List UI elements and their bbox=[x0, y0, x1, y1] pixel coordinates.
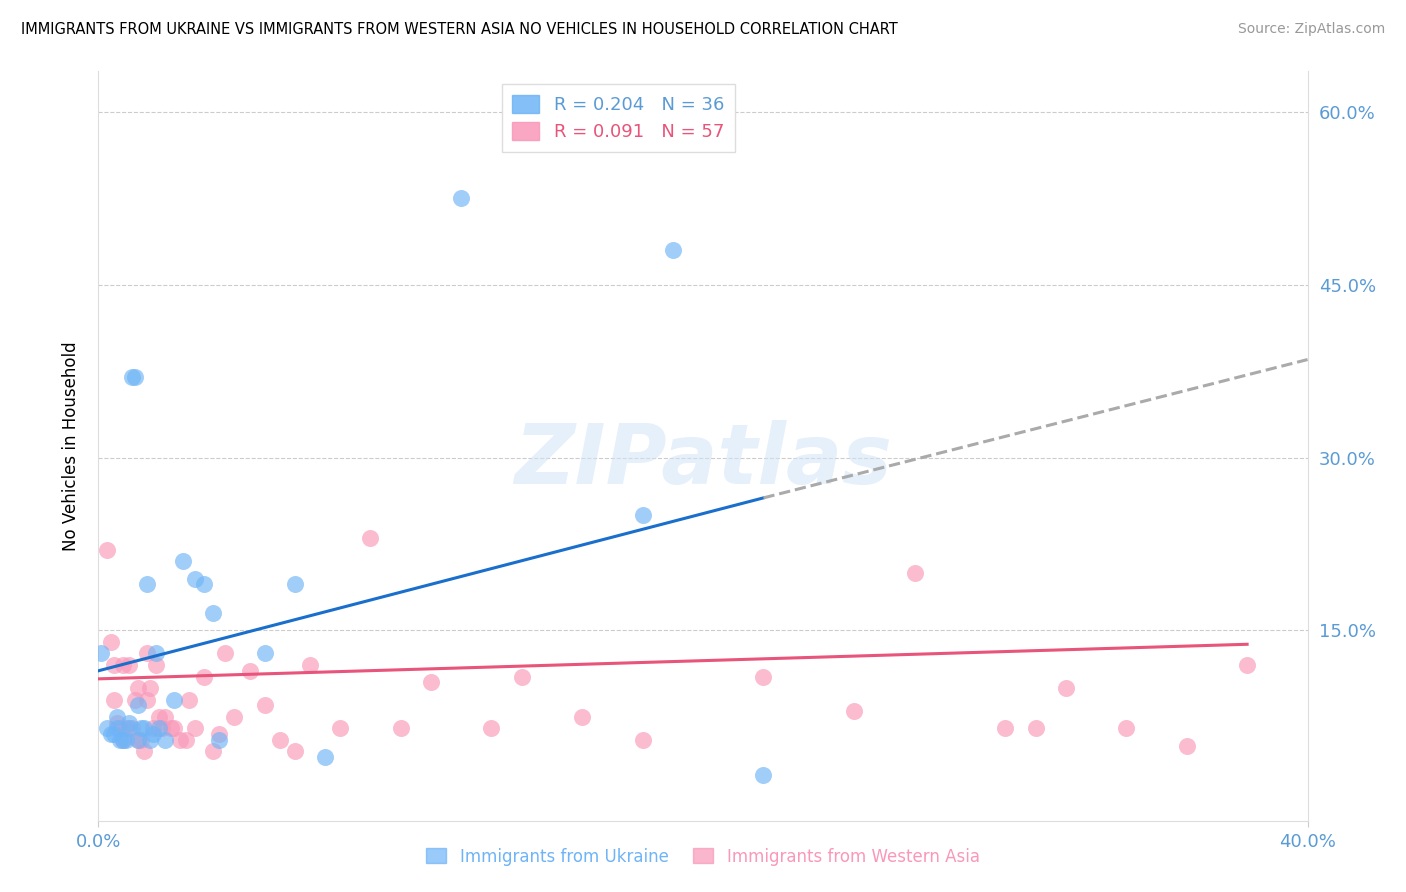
Point bbox=[844, 704, 866, 718]
Point bbox=[208, 733, 231, 747]
Point bbox=[105, 710, 128, 724]
Point bbox=[96, 542, 118, 557]
Point bbox=[184, 572, 207, 586]
Point bbox=[129, 722, 152, 736]
Point bbox=[202, 744, 225, 758]
Point bbox=[127, 733, 149, 747]
Point bbox=[450, 191, 472, 205]
Point bbox=[103, 727, 125, 741]
Point bbox=[127, 681, 149, 695]
Point bbox=[111, 733, 134, 747]
Point bbox=[571, 710, 593, 724]
Point bbox=[631, 733, 654, 747]
Point bbox=[163, 692, 186, 706]
Legend: Immigrants from Ukraine, Immigrants from Western Asia: Immigrants from Ukraine, Immigrants from… bbox=[419, 841, 987, 872]
Y-axis label: No Vehicles in Household: No Vehicles in Household bbox=[62, 341, 80, 551]
Point bbox=[329, 722, 352, 736]
Point bbox=[153, 733, 176, 747]
Point bbox=[103, 658, 125, 673]
Point bbox=[129, 733, 152, 747]
Point bbox=[90, 647, 112, 661]
Point bbox=[174, 733, 197, 747]
Text: ZIPatlas: ZIPatlas bbox=[515, 420, 891, 501]
Point bbox=[111, 733, 134, 747]
Point bbox=[284, 744, 307, 758]
Point bbox=[132, 722, 155, 736]
Point bbox=[148, 710, 170, 724]
Point bbox=[994, 722, 1017, 736]
Point bbox=[193, 669, 215, 683]
Point bbox=[121, 369, 143, 384]
Point bbox=[1236, 658, 1258, 673]
Point bbox=[752, 669, 775, 683]
Point bbox=[1024, 722, 1046, 736]
Point bbox=[139, 733, 162, 747]
Point bbox=[253, 647, 276, 661]
Point bbox=[208, 727, 231, 741]
Point bbox=[163, 722, 186, 736]
Point bbox=[145, 658, 167, 673]
Point bbox=[193, 577, 215, 591]
Point bbox=[389, 722, 412, 736]
Text: IMMIGRANTS FROM UKRAINE VS IMMIGRANTS FROM WESTERN ASIA NO VEHICLES IN HOUSEHOLD: IMMIGRANTS FROM UKRAINE VS IMMIGRANTS FR… bbox=[21, 22, 898, 37]
Point bbox=[142, 722, 165, 736]
Point bbox=[124, 692, 146, 706]
Point bbox=[631, 508, 654, 523]
Point bbox=[135, 577, 157, 591]
Point bbox=[118, 722, 141, 736]
Point bbox=[139, 681, 162, 695]
Point bbox=[135, 647, 157, 661]
Point bbox=[114, 722, 136, 736]
Point bbox=[224, 710, 246, 724]
Point bbox=[150, 722, 173, 736]
Point bbox=[132, 744, 155, 758]
Point bbox=[1175, 739, 1198, 753]
Point bbox=[100, 635, 122, 649]
Point bbox=[96, 722, 118, 736]
Point bbox=[121, 722, 143, 736]
Point bbox=[100, 727, 122, 741]
Point bbox=[114, 733, 136, 747]
Point bbox=[752, 767, 775, 781]
Point bbox=[420, 675, 443, 690]
Point bbox=[160, 722, 183, 736]
Point bbox=[269, 733, 291, 747]
Point bbox=[253, 698, 276, 713]
Point bbox=[142, 727, 165, 741]
Point bbox=[179, 692, 201, 706]
Text: Source: ZipAtlas.com: Source: ZipAtlas.com bbox=[1237, 22, 1385, 37]
Point bbox=[108, 733, 131, 747]
Point bbox=[135, 692, 157, 706]
Point bbox=[299, 658, 322, 673]
Point bbox=[153, 710, 176, 724]
Point bbox=[145, 647, 167, 661]
Point bbox=[103, 692, 125, 706]
Point bbox=[108, 722, 131, 736]
Point bbox=[360, 531, 382, 545]
Point bbox=[105, 722, 128, 736]
Point bbox=[127, 733, 149, 747]
Point bbox=[169, 733, 191, 747]
Point bbox=[284, 577, 307, 591]
Point bbox=[202, 606, 225, 620]
Point bbox=[904, 566, 927, 580]
Point bbox=[510, 669, 533, 683]
Point bbox=[1115, 722, 1137, 736]
Point bbox=[118, 658, 141, 673]
Point bbox=[1054, 681, 1077, 695]
Point bbox=[661, 243, 683, 257]
Point bbox=[214, 647, 236, 661]
Point bbox=[118, 715, 141, 730]
Point bbox=[111, 658, 134, 673]
Point bbox=[172, 554, 194, 568]
Point bbox=[105, 715, 128, 730]
Point bbox=[124, 369, 146, 384]
Point bbox=[239, 664, 262, 678]
Point bbox=[314, 750, 336, 764]
Point bbox=[127, 698, 149, 713]
Point bbox=[184, 722, 207, 736]
Point bbox=[148, 722, 170, 736]
Point bbox=[481, 722, 503, 736]
